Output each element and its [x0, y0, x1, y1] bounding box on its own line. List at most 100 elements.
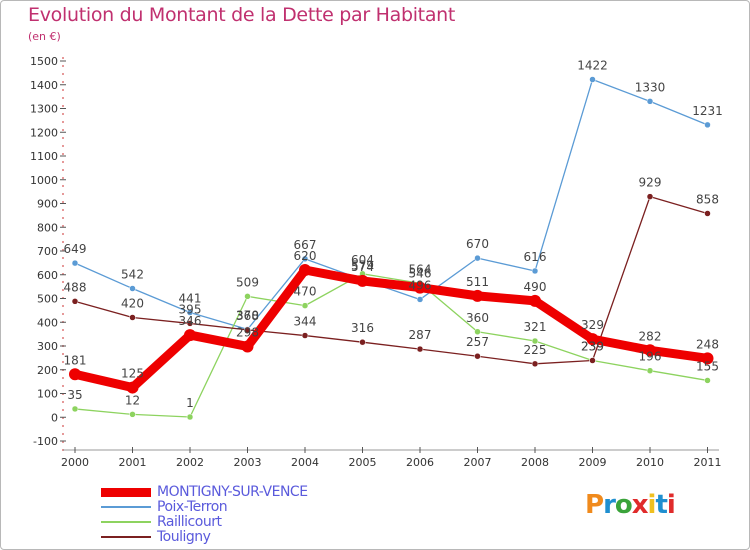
series-line-3: [74, 195, 709, 365]
data-label-2: 509: [236, 275, 259, 289]
series-point-1: [531, 267, 539, 275]
y-tick-label: 800: [37, 221, 58, 234]
series-point-0: [126, 381, 139, 394]
x-tick-label: 2005: [349, 456, 377, 469]
y-tick-label: 100: [37, 388, 58, 401]
series-point-1: [186, 309, 194, 316]
data-label-0: 125: [121, 367, 144, 381]
series-point-1: [704, 121, 711, 129]
y-tick-label: 400: [37, 316, 58, 329]
data-label-0: 298: [236, 325, 259, 339]
legend-label: Poix-Terron: [157, 499, 228, 515]
y-tick-label: 300: [37, 340, 58, 353]
data-label-1: 667: [294, 238, 317, 252]
y-tick-label: 700: [37, 245, 58, 258]
series-point-1: [646, 98, 654, 105]
series-point-2: [531, 337, 539, 345]
series-point-2: [244, 293, 251, 300]
x-tick-label: 2000: [61, 456, 89, 469]
data-label-1: 1330: [635, 80, 666, 94]
series-point-2: [129, 411, 136, 418]
series-point-1: [301, 255, 309, 263]
data-label-2: 321: [524, 320, 547, 334]
series-point-0: [299, 264, 311, 276]
data-label-0: 181: [64, 353, 87, 367]
series-point-3: [244, 326, 251, 334]
series-point-1: [474, 254, 481, 262]
y-tick-label: 1400: [30, 79, 58, 92]
series-point-0: [414, 281, 426, 294]
logo-letter: P: [585, 490, 604, 520]
chart-title: Evolution du Montant de la Dette par Hab…: [28, 4, 456, 26]
series-point-1: [71, 259, 79, 267]
data-label-1: 1231: [692, 104, 723, 118]
data-label-2: 470: [294, 285, 317, 299]
series-point-2: [186, 413, 194, 421]
series-point-0: [529, 294, 541, 307]
chart-unit-label: (en €): [28, 30, 61, 43]
chart-data-labels: 181 125 346 298 620 574 546 511 490 329 282 248 649 5…: [64, 59, 723, 410]
data-label-3: 929: [639, 176, 662, 190]
x-tick-label: 2001: [119, 456, 147, 469]
logo-letter: r: [603, 490, 616, 520]
y-tick-label: 0: [51, 411, 58, 424]
legend-label: MONTIGNY-SUR-VENCE: [157, 484, 308, 500]
y-tick-label: 1200: [30, 126, 58, 139]
data-label-1: 441: [179, 292, 202, 306]
y-tick-label: 1100: [30, 150, 58, 163]
data-label-1: 670: [466, 237, 489, 251]
logo-letter: o: [614, 490, 633, 520]
data-label-3: 488: [64, 280, 87, 294]
series-point-2: [474, 328, 481, 335]
y-tick-label: 500: [37, 293, 58, 306]
data-label-0: 490: [524, 280, 547, 294]
chart-points: [69, 76, 714, 421]
data-label-3: 257: [466, 335, 489, 349]
data-label-0: 574: [351, 260, 374, 274]
data-label-0: 620: [294, 249, 317, 263]
series-point-3: [531, 360, 539, 368]
series-point-1: [129, 285, 136, 292]
y-tick-label: 600: [37, 269, 58, 282]
data-label-1: 542: [121, 268, 144, 282]
data-label-1: 496: [409, 278, 432, 292]
y-tick-label: 200: [37, 364, 58, 377]
x-tick-label: 2006: [406, 456, 434, 469]
data-label-2: 12: [125, 393, 140, 407]
series-point-3: [359, 338, 366, 346]
series-point-0: [69, 368, 81, 381]
y-tick-label: 1000: [30, 174, 58, 187]
data-label-1: 1422: [577, 59, 608, 73]
series-line-0: [70, 265, 712, 393]
y-tick-label: 1500: [30, 55, 58, 68]
series-point-1: [589, 76, 596, 83]
x-tick-label: 2011: [694, 456, 722, 469]
logo-letter: x: [631, 490, 649, 520]
logo-letter: i: [666, 490, 676, 520]
data-label-2: 196: [639, 350, 662, 364]
series-point-3: [704, 210, 711, 217]
series-point-2: [646, 367, 654, 374]
x-tick-label: 2002: [176, 456, 204, 469]
legend-label: Touligny: [157, 529, 211, 545]
x-tick-label: 2010: [636, 456, 664, 469]
data-label-2: 239: [581, 339, 604, 353]
data-label-1: 616: [524, 250, 547, 264]
series-point-1: [416, 296, 424, 303]
series-point-3: [71, 298, 79, 305]
legend-label: Raillicourt: [157, 514, 222, 530]
data-label-1: 370: [236, 308, 259, 322]
x-tick-label: 2007: [464, 456, 492, 469]
y-tick-label: 900: [37, 198, 58, 211]
data-label-3: 239: [581, 339, 604, 353]
data-label-0: 248: [696, 337, 719, 351]
data-label-3: 420: [121, 297, 144, 311]
x-tick-label: 2009: [579, 456, 607, 469]
data-label-2: 604: [351, 253, 374, 267]
series-line-1: [74, 78, 709, 331]
x-tick-label: 2008: [521, 456, 549, 469]
logo-letter: i: [647, 490, 657, 520]
data-label-3: 368: [236, 309, 259, 323]
